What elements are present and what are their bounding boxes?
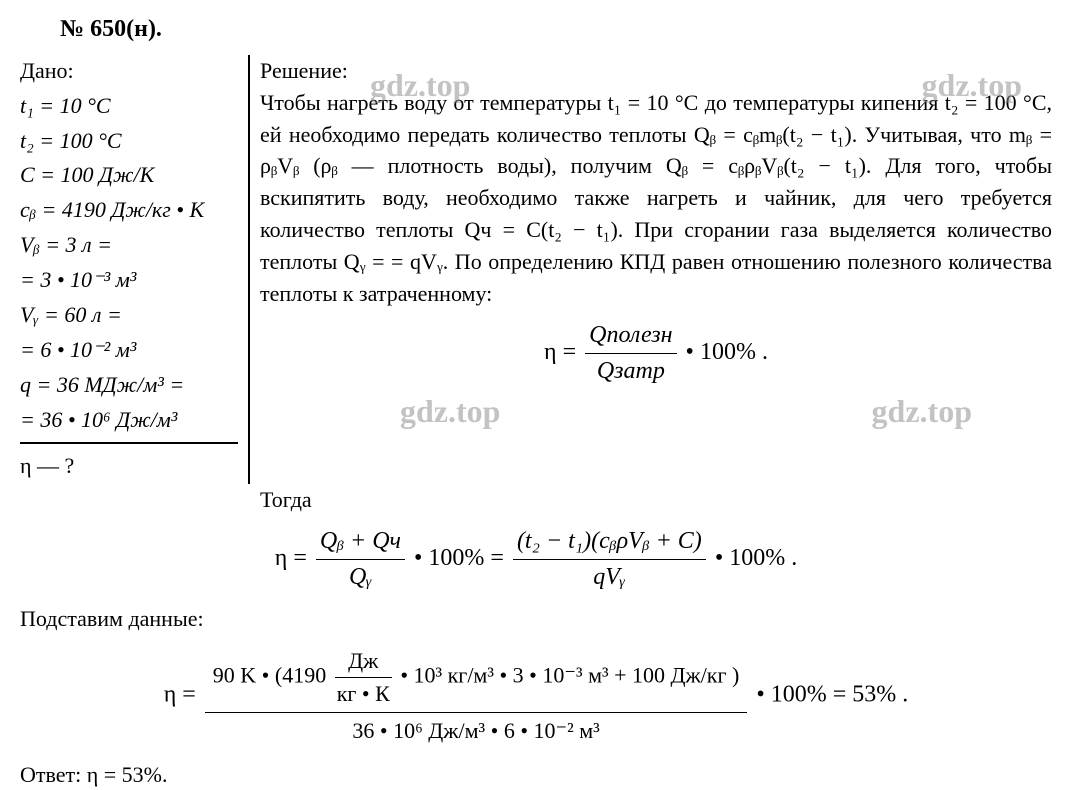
formula-left: η =: [164, 681, 202, 707]
denominator: 36 • 10⁶ Дж/м³ • 6 • 10⁻² м³: [205, 713, 748, 749]
formula-left: η =: [275, 545, 313, 571]
small-denominator: кг • К: [335, 678, 392, 710]
efficiency-calculation: η = 90 K • (4190 Дж кг • К • 10³ кг/м³ •…: [20, 643, 1052, 749]
given-line: t₂ = 100 °C: [20, 125, 238, 157]
given-line: cᵦ = 4190 Дж/кг • К: [20, 194, 238, 226]
small-fraction: Дж кг • К: [335, 645, 392, 710]
formula-left: η =: [544, 339, 576, 365]
denominator: Qᵧ: [316, 560, 405, 595]
divider: [20, 442, 238, 444]
fraction: (t₂ − t₁)(cᵦρVᵦ + C) qVᵧ: [513, 524, 706, 595]
given-line: Vᵦ = 3 л =: [20, 229, 238, 261]
numerator: Qполезн: [585, 318, 676, 354]
formula-right: • 100% .: [715, 545, 797, 571]
numerator: (t₂ − t₁)(cᵦρVᵦ + C): [513, 524, 706, 560]
fraction: Qполезн Qзатр: [585, 318, 676, 389]
formula-right: • 100% .: [686, 339, 768, 365]
num-part2: • 10³ кг/м³ • 3 • 10⁻³ м³ + 100 Дж/кг ): [400, 662, 739, 687]
solution-text: Чтобы нагреть воду от температуры t₁ = 1…: [260, 87, 1052, 310]
small-numerator: Дж: [335, 645, 392, 678]
given-line: = 6 • 10⁻² м³: [20, 334, 238, 366]
problem-number: № 650(н).: [20, 12, 1052, 47]
numerator: 90 K • (4190 Дж кг • К • 10³ кг/м³ • 3 •…: [205, 643, 748, 713]
efficiency-formula-general: η = Qполезн Qзатр • 100% .: [260, 318, 1052, 389]
given-column: Дано: t₁ = 10 °C t₂ = 100 °C C = 100 Дж/…: [20, 55, 250, 485]
substitute-label: Подставим данные:: [20, 603, 1052, 635]
fraction: Qᵦ + Qч Qᵧ: [316, 524, 405, 595]
given-title: Дано:: [20, 55, 238, 87]
answer: Ответ: η = 53%.: [20, 759, 1052, 790]
denominator: Qзатр: [585, 354, 676, 389]
numerator: Qᵦ + Qч: [316, 524, 405, 560]
formula-right: • 100% = 53% .: [756, 681, 908, 707]
then-label: Тогда: [20, 484, 1052, 516]
given-line: = 36 • 10⁶ Дж/м³: [20, 404, 238, 436]
denominator: qVᵧ: [513, 560, 706, 595]
solution-column: Решение: Чтобы нагреть воду от температу…: [250, 55, 1052, 485]
find-line: η — ?: [20, 450, 238, 482]
given-line: Vᵧ = 60 л =: [20, 299, 238, 331]
given-line: q = 36 МДж/м³ =: [20, 369, 238, 401]
efficiency-formula-expanded: η = Qᵦ + Qч Qᵧ • 100% = (t₂ − t₁)(cᵦρVᵦ …: [20, 524, 1052, 595]
fraction: 90 K • (4190 Дж кг • К • 10³ кг/м³ • 3 •…: [205, 643, 748, 749]
formula-mid: • 100% =: [414, 545, 510, 571]
solution-title: Решение:: [260, 58, 348, 83]
given-line: C = 100 Дж/К: [20, 159, 238, 191]
given-line: = 3 • 10⁻³ м³: [20, 264, 238, 296]
num-part1: 90 K • (4190: [213, 662, 332, 687]
given-line: t₁ = 10 °C: [20, 90, 238, 122]
main-content: Дано: t₁ = 10 °C t₂ = 100 °C C = 100 Дж/…: [20, 55, 1052, 485]
